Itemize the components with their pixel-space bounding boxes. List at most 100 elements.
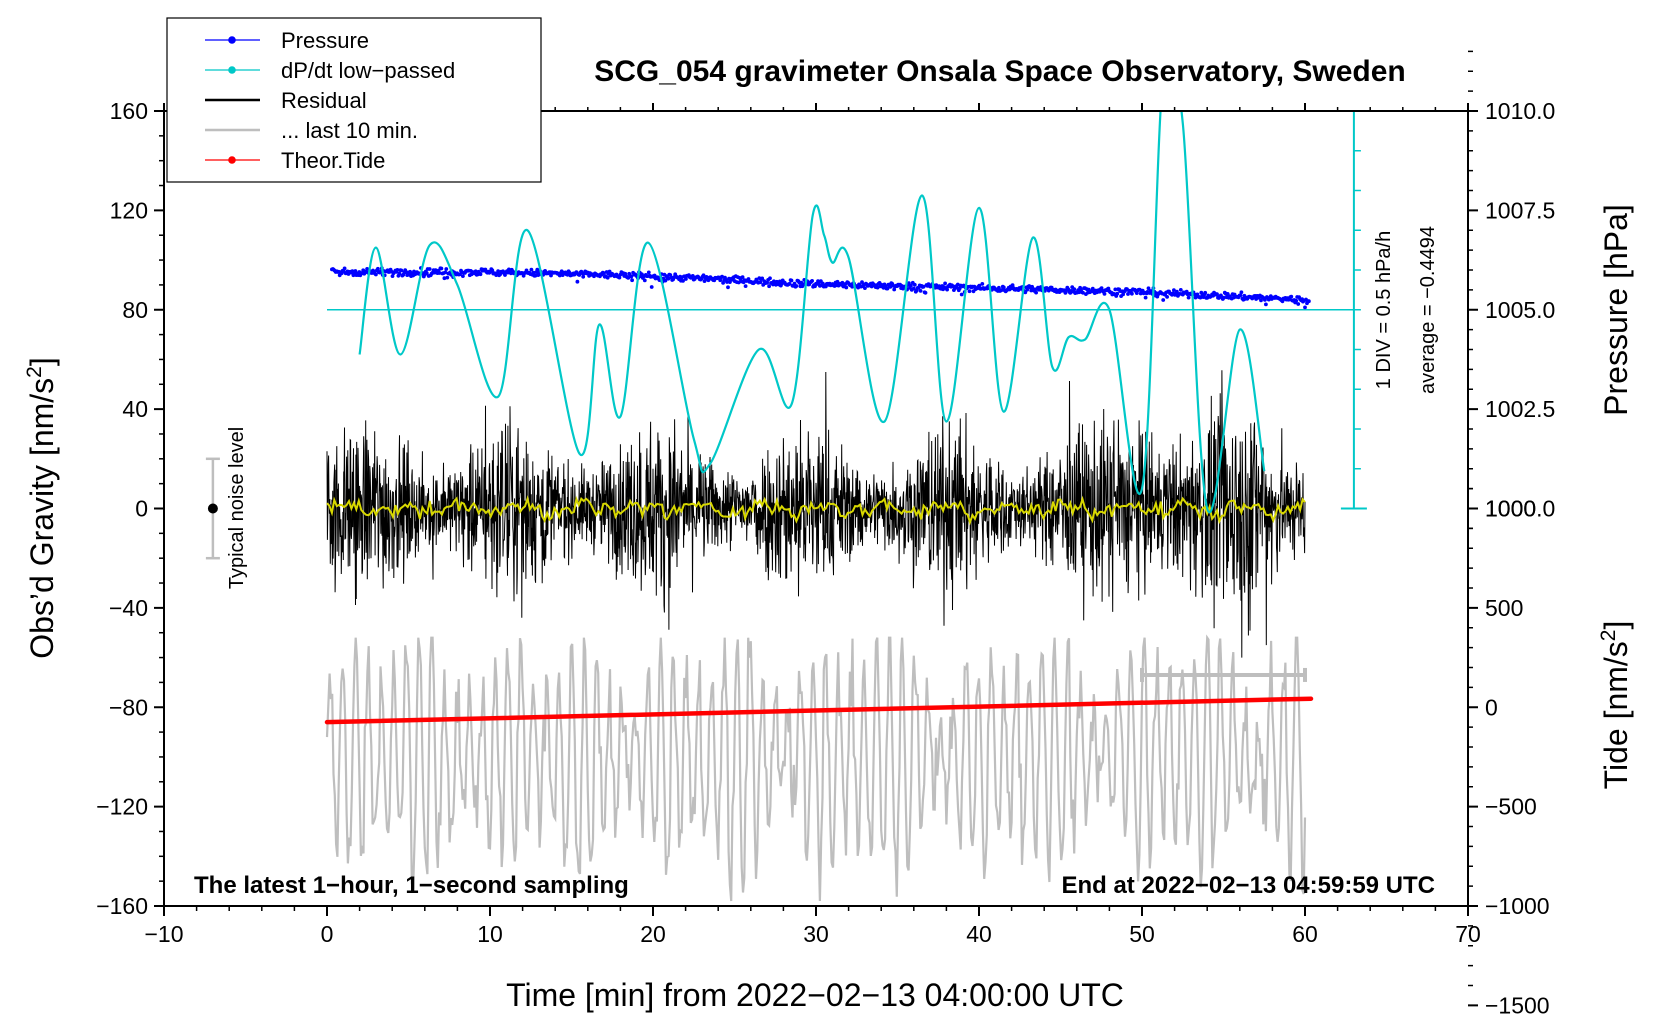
pressure-dot [1259,298,1263,303]
pressure-dot [1165,295,1169,299]
pressure-dot [997,285,1001,290]
pressure-dot [1239,290,1244,295]
dpdt-layer [358,111,1266,514]
pressure-dot [376,266,380,271]
pressure-dot [736,280,741,285]
scale-label-average: average = −0.4494 [1417,226,1439,394]
pressure-dot [1001,285,1006,290]
annotation-bottom-left: The latest 1−hour, 1−second sampling [194,872,629,899]
pressure-dot [427,267,432,271]
pressure-dot [442,276,447,281]
tide-axis-title-main: Tide [nm/s [1598,641,1634,789]
pressure-dot [663,278,668,283]
pressure-axis-title: Pressure [hPa] [1598,204,1634,416]
pressure-dot [473,269,478,274]
x-tick-label: 20 [640,921,666,947]
chart-title: SCG_054 gravimeter Onsala Space Observat… [594,55,1406,88]
pressure-tick-label: 1005.0 [1485,297,1555,323]
pressure-dot [702,279,707,283]
pressure-dot [767,284,771,289]
pressure-axis-ticks: 1000.0 1002.5 1005.0 1007.5 1010.0 [1468,50,1555,530]
pressure-dot [646,270,651,275]
pressure-dot [840,280,845,285]
y-tick-label: −80 [109,694,148,720]
y-tick-label: 120 [110,197,148,223]
tide-tick-label: −500 [1485,794,1537,820]
legend-entry-residual: Residual [205,88,367,113]
pressure-dot [1023,290,1028,295]
pressure-dot [399,268,404,273]
residual-layer [326,370,1306,658]
tide-tick-label: −1500 [1485,992,1550,1018]
legend-label-residual: Residual [281,88,367,113]
last-10-min-trace [325,634,1307,902]
pressure-dot [1143,295,1148,300]
pressure-dot [395,268,400,272]
pressure-dot [1221,295,1226,300]
pressure-dot [478,272,483,277]
pressure-dot [1307,299,1311,304]
pressure-dot [1115,291,1120,296]
pressure-dot [959,292,964,297]
pressure-tick-label: 1010.0 [1485,98,1555,124]
pressure-dot [789,278,794,283]
pressure-dot [725,280,729,284]
pressure-dot [365,267,369,271]
x-axis-ticks: −10 0 10 20 30 40 50 60 70 [144,103,1481,947]
pressure-dot [549,273,553,278]
pressure-dot [765,280,769,285]
x-tick-label: −10 [144,921,183,947]
pressure-dot [1072,287,1077,292]
pressure-dot [943,281,947,286]
annotation-bottom-right: End at 2022−02−13 04:59:59 UTC [1061,872,1435,899]
x-tick-label: 10 [477,921,503,947]
pressure-dot [743,284,748,288]
pressure-tick-label: 1007.5 [1485,197,1555,223]
pressure-dot [921,284,926,289]
residual-smoothed-trace [326,495,1306,526]
theoretical-tide-layer [324,696,1314,725]
noise-bar-marker [207,503,218,514]
pressure-dot [617,275,622,280]
y-tick-label: 0 [135,496,148,522]
pressure-dot [629,274,634,279]
pressure-dot [1113,287,1118,292]
tide-axis-ticks: −1500 −1000 −500 0 500 1000 [1468,487,1550,1018]
y-axis-title-left-close: ] [24,357,60,366]
pressure-dot [1130,291,1134,296]
pressure-dot [353,269,358,273]
pressure-dot [684,277,688,281]
x-tick-label: 70 [1455,921,1481,947]
pressure-dot [1102,292,1107,296]
tide-tick-label: 500 [1485,595,1523,621]
pressure-dot [746,277,751,281]
pressure-dot [461,274,465,278]
noise-level-bar [205,457,220,560]
x-tick-label: 30 [803,921,829,947]
pressure-dot [892,287,897,292]
tide-axis-title-sup: 2 [1597,630,1620,642]
pressure-dot [1034,290,1038,295]
y-axis-title-left: Obs’d Gravity [nm/s2] [23,357,60,659]
pressure-dot [424,271,429,275]
y-axis-title-left-sup: 2 [23,366,46,378]
pressure-dot [1172,288,1176,292]
tide-tick-label: −1000 [1485,893,1550,919]
pressure-dot [533,273,538,278]
pressure-dot [1289,294,1294,299]
legend-entry-dpdt: dP/dt low−passed [205,58,455,83]
tide-line [324,696,1314,725]
pressure-dot [810,279,814,283]
tide-tick-label: 1000 [1485,496,1536,522]
y-tick-label: 80 [122,297,148,323]
pressure-dot [575,279,580,284]
pressure-tick-label: 1000.0 [1485,496,1555,522]
residual-trace [326,370,1306,658]
y-tick-label: 40 [122,396,148,422]
pressure-dot [690,274,695,278]
pressure-dot [397,271,402,276]
legend-label-dpdt: dP/dt low−passed [281,58,455,83]
pressure-dot [758,280,763,285]
pressure-dot [1186,295,1191,300]
